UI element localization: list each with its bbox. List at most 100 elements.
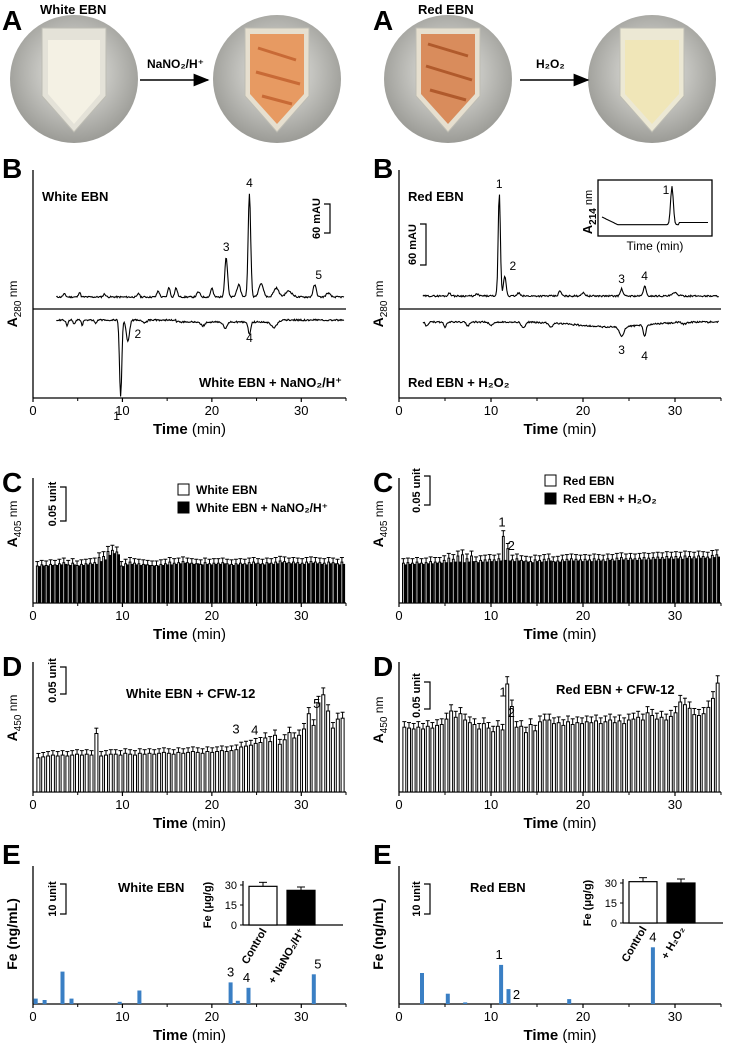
bar xyxy=(654,718,659,793)
bar xyxy=(535,561,539,604)
bar xyxy=(712,557,716,604)
inset-y-label: Fe (μg/g) xyxy=(202,881,214,928)
bar xyxy=(320,563,324,604)
x-tick-label: 20 xyxy=(205,608,219,623)
bar xyxy=(174,563,178,604)
peak-label: 5 xyxy=(313,696,320,711)
bar xyxy=(421,728,426,793)
x-tick-label: 30 xyxy=(668,797,682,812)
bar xyxy=(46,755,51,793)
bar xyxy=(617,559,621,604)
bar xyxy=(453,561,457,604)
bar xyxy=(528,724,533,793)
bar xyxy=(458,561,462,604)
bar xyxy=(561,724,566,793)
peak-label: 4 xyxy=(641,349,648,363)
panel-a-right-title: Red EBN xyxy=(418,2,474,17)
bar xyxy=(228,982,233,1004)
scale-bar xyxy=(424,475,431,506)
bar xyxy=(621,559,625,604)
bar xyxy=(302,728,306,793)
bar xyxy=(692,714,697,793)
bar xyxy=(608,719,613,793)
series-label: White EBN + NaNO₂/H⁺ xyxy=(199,375,342,390)
bar xyxy=(491,731,496,793)
inset-y-label: Fe (μg/g) xyxy=(582,879,594,926)
x-tick-label: 10 xyxy=(484,1009,498,1024)
peak-label: 2 xyxy=(508,538,515,553)
bar xyxy=(156,565,160,604)
bar xyxy=(658,558,662,604)
bar xyxy=(494,561,498,604)
bar xyxy=(254,563,257,604)
chart-title: White EBN + CFW-12 xyxy=(126,686,255,701)
bar xyxy=(612,560,616,604)
x-tick-label: 20 xyxy=(576,1009,590,1024)
chart-title: White EBN xyxy=(118,880,184,895)
bar xyxy=(246,987,251,1004)
bar xyxy=(690,558,693,604)
bar xyxy=(36,757,41,793)
x-tick-label: 0 xyxy=(395,403,402,418)
bar xyxy=(99,561,103,604)
bar xyxy=(506,989,511,1004)
trace-red-ebn-h2o2 xyxy=(422,320,719,338)
x-tick-label: 30 xyxy=(668,608,682,623)
bar xyxy=(514,726,519,793)
scale-bar xyxy=(60,486,67,522)
x-tick-label: 10 xyxy=(484,403,498,418)
bar xyxy=(128,753,133,793)
chart-title: Red EBN xyxy=(470,880,526,895)
bar xyxy=(171,753,176,793)
panel-letter-e-left: E xyxy=(2,839,21,870)
bar xyxy=(311,562,315,604)
bar xyxy=(117,554,120,604)
legend-swatch xyxy=(544,474,557,487)
bar xyxy=(662,558,666,604)
bar xyxy=(81,565,85,604)
bar xyxy=(706,706,711,793)
bar xyxy=(113,753,118,793)
bar xyxy=(240,563,244,604)
x-tick-label: 10 xyxy=(115,403,129,418)
bar xyxy=(685,557,689,604)
scale-bar xyxy=(424,883,431,915)
bar xyxy=(481,561,484,604)
chart-e-right: 0 10 20 30 Time (min) Fe (ng/mL) Red EBN 1 2 4 10 … xyxy=(370,866,723,1044)
peak-label: 4 xyxy=(649,929,656,944)
bar xyxy=(205,563,209,604)
panel-letter-d-right: D xyxy=(373,651,393,682)
bar xyxy=(277,743,282,793)
x-tick-label: 20 xyxy=(205,403,219,418)
bar xyxy=(552,723,556,793)
y-axis-label: Fe (ng/mL) xyxy=(370,898,386,970)
bar xyxy=(426,563,430,604)
bar xyxy=(421,563,425,604)
x-tick-label: 10 xyxy=(484,797,498,812)
inset-bar xyxy=(286,889,316,926)
x-axis-label: Time (min) xyxy=(153,1027,226,1044)
bar xyxy=(668,715,673,793)
bar xyxy=(664,719,669,793)
panel-letter-b-left: B xyxy=(2,153,22,184)
bar xyxy=(46,565,50,604)
y-axis-label: A450 nm xyxy=(370,697,390,744)
bar xyxy=(553,561,557,604)
bar xyxy=(567,560,571,604)
bar xyxy=(307,563,310,604)
x-tick-label: 20 xyxy=(576,608,590,623)
peak-label: 4 xyxy=(246,176,253,190)
peak-label: 4 xyxy=(246,331,253,345)
inset-category-label: + H₂O₂ xyxy=(659,924,687,961)
bar xyxy=(649,559,652,604)
bar xyxy=(234,749,239,793)
inset-category-label: Control xyxy=(620,925,650,965)
bar xyxy=(467,561,471,604)
bar xyxy=(121,566,125,604)
bar xyxy=(60,971,65,1004)
bar xyxy=(55,755,60,793)
bar xyxy=(239,746,244,793)
bar xyxy=(512,561,516,604)
chart-e-left: 0 10 20 30 Time (min) Fe (ng/mL) White EBN 3 4 5 1… xyxy=(4,866,347,1044)
bar xyxy=(540,561,543,604)
